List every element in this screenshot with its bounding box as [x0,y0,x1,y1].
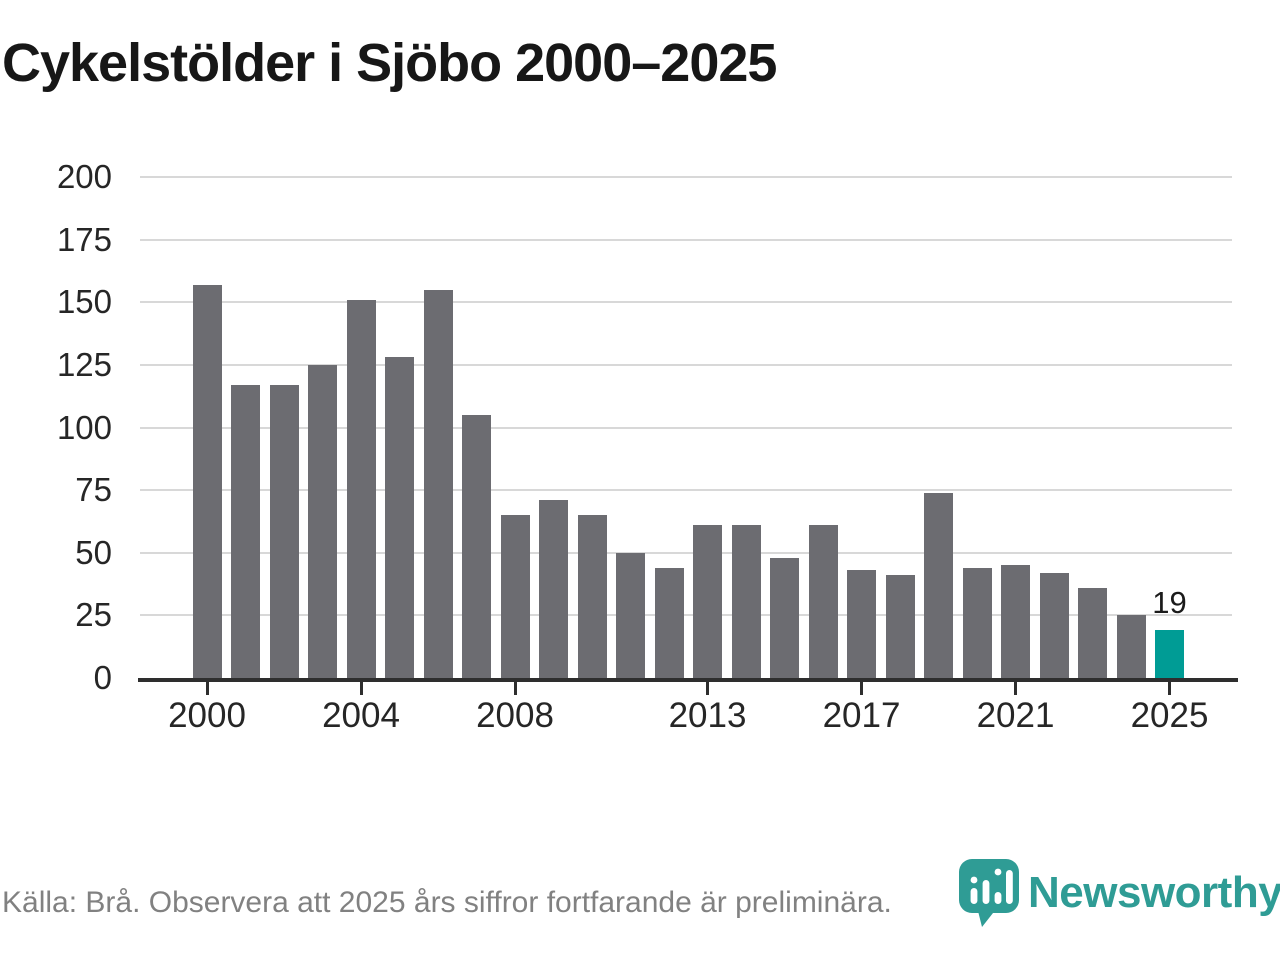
gridline-175 [140,238,1232,241]
bar-2005 [385,357,414,678]
bar-2010 [577,515,607,678]
x-axis-line [138,678,1238,682]
bar-2017 [847,570,876,678]
y-axis-label-200: 200 [56,158,112,195]
gridline-75 [140,489,1232,492]
x-tick-2021 [1014,682,1017,695]
bar-2018 [885,575,915,678]
y-axis-label-50: 50 [75,533,112,571]
newsworthy-logo-icon [959,859,1019,927]
gridline-50 [140,551,1232,554]
gridline-200 [140,176,1232,178]
gridline-25 [140,614,1232,617]
bar-2014 [731,525,761,678]
bar-2015 [770,557,799,678]
bar-2008 [500,515,530,678]
x-axis-label-2008: 2008 [476,696,554,735]
bar-chart: 0 25 50 75 100 125 150 175 200 19 2000 2004 2008 2013… [56,158,1238,735]
highlight-value-label: 19 [1152,585,1187,621]
bar-2024 [1116,615,1146,678]
y-axis-label-175: 175 [56,220,112,258]
bar-2016 [808,525,838,678]
bar-2013 [693,525,722,678]
bar-2000 [192,284,222,678]
x-tick-2013 [706,682,709,695]
y-axis-label-75: 75 [75,471,112,509]
x-axis-label-2021: 2021 [976,696,1055,735]
bar-2004 [346,299,376,678]
bar-2003 [308,364,337,678]
newsworthy-wordmark: Newsworthy [1028,868,1280,917]
bar-2025 [1155,630,1184,678]
bar-2002 [269,384,299,678]
bar-2019 [924,492,953,678]
source-note: Källa: Brå. Observera att 2025 års siffr… [2,886,892,919]
x-axis-label-2000: 2000 [168,696,246,735]
x-axis-label-2013: 2013 [668,696,747,735]
gridline-100 [140,426,1232,429]
bar-2007 [462,414,491,678]
bar-2021 [1001,565,1030,678]
y-axis-label-100: 100 [56,408,112,446]
bar-2022 [1039,572,1069,678]
chart-title: Cykelstölder i Sjöbo 2000–2025 [2,33,777,93]
y-axis-label-150: 150 [56,283,112,321]
x-axis-label-2004: 2004 [322,696,400,735]
y-axis-label-125: 125 [56,345,112,383]
gridline-150 [140,301,1232,304]
x-axis-label-2025: 2025 [1130,696,1209,735]
bar-2001 [231,384,260,678]
y-axis-label-25: 25 [75,596,112,634]
bar-2012 [654,567,684,678]
bar-2023 [1078,587,1107,678]
x-tick-2025 [1168,682,1171,695]
newsworthy-logo: Newsworthy [958,858,1280,928]
x-tick-2000 [205,682,209,695]
x-tick-2008 [513,682,517,695]
bar-2009 [539,500,568,678]
x-tick-2004 [359,682,363,695]
plot-area [140,176,1232,678]
bar-2011 [616,552,645,678]
gridline-125 [140,363,1232,366]
x-axis-label-2017: 2017 [822,696,901,735]
bar-2020 [962,567,992,678]
x-tick-2017 [860,682,863,695]
bar-2006 [423,289,453,678]
y-axis-label-0: 0 [93,659,112,696]
